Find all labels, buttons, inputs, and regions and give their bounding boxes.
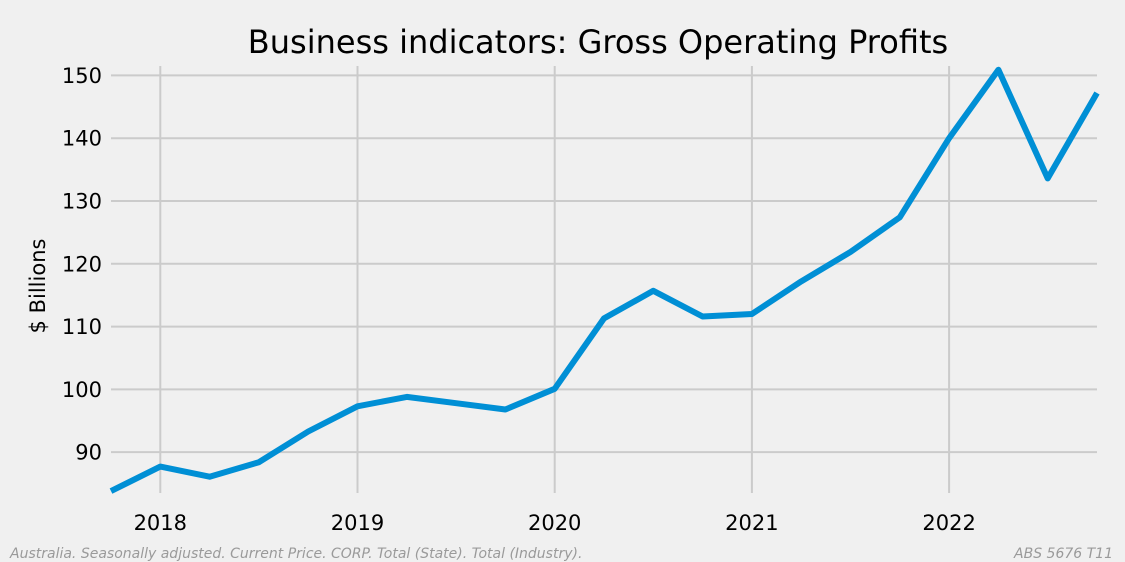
- x-tick-label: 2021: [725, 511, 778, 535]
- y-tick-label: 110: [62, 315, 102, 339]
- y-tick-label: 120: [62, 252, 102, 276]
- y-tick-label: 90: [75, 441, 102, 465]
- x-tick-label: 2019: [331, 511, 384, 535]
- series-line: [109, 66, 1100, 494]
- y-tick-label: 130: [62, 190, 102, 214]
- grid: [111, 66, 1097, 493]
- y-axis-label: $ Billions: [26, 239, 50, 334]
- x-tick-label: 2018: [134, 511, 187, 535]
- footnote-right: ABS 5676 T11: [1013, 546, 1113, 562]
- footnote-left: Australia. Seasonally adjusted. Current …: [9, 546, 582, 562]
- y-tick-label: 150: [62, 64, 102, 88]
- series-layer: [109, 66, 1100, 494]
- y-tick-label: 100: [62, 378, 102, 402]
- x-tick-label: 2022: [922, 511, 975, 535]
- x-tick-label: 2020: [528, 511, 581, 535]
- y-tick-label: 140: [62, 127, 102, 151]
- tick-labels: 90 100 110 120 130 140 150 2018 2019 2020 2021 2022: [62, 64, 976, 535]
- chart-title: Business indicators: Gross Operating Pro…: [248, 23, 948, 61]
